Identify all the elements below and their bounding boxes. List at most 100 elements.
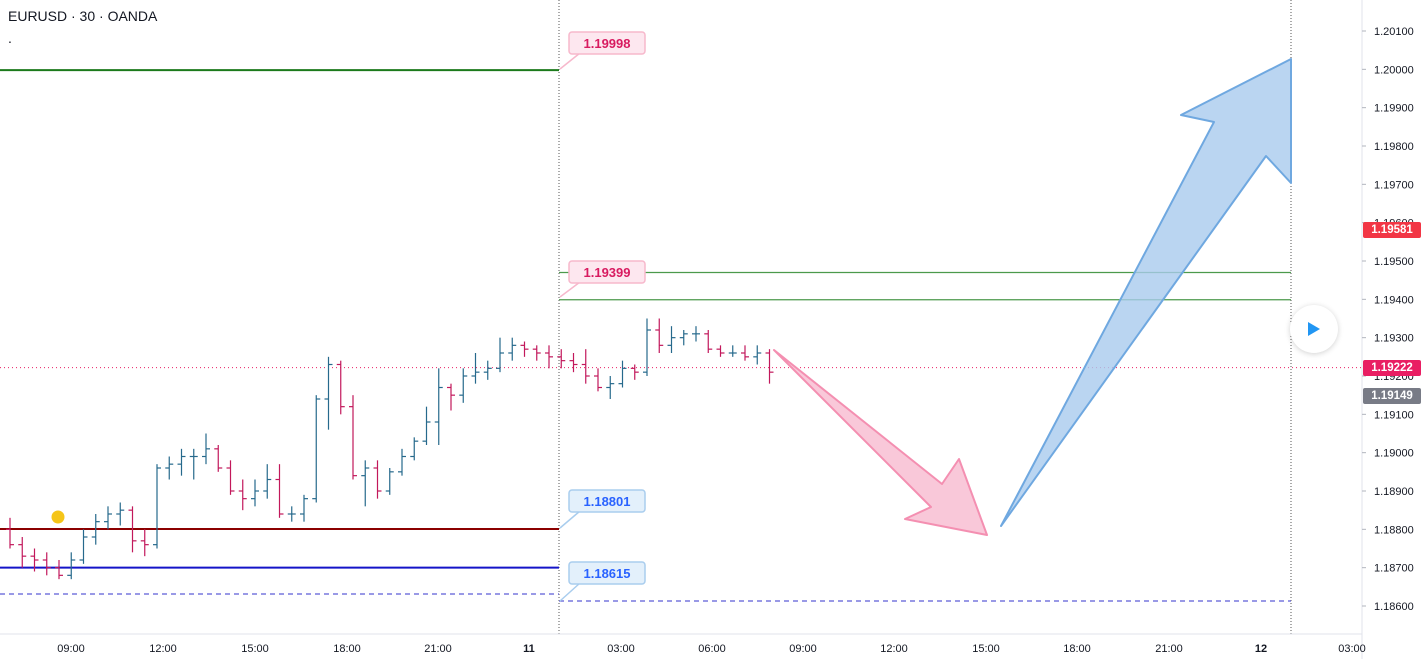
ohlc-bar bbox=[557, 349, 566, 369]
ohlc-bar bbox=[373, 460, 382, 499]
price-tick-label: 1.19400 bbox=[1374, 294, 1414, 306]
ohlc-bar bbox=[165, 456, 174, 480]
ohlc-bar bbox=[226, 460, 235, 495]
callout-pointer bbox=[559, 281, 581, 298]
ohlc-bar bbox=[643, 318, 651, 376]
price-tick-label: 1.20100 bbox=[1374, 26, 1414, 38]
ohlc-bar bbox=[55, 560, 63, 580]
callout-price-text: 1.19998 bbox=[584, 36, 631, 51]
arrow-drawings[interactable] bbox=[773, 58, 1292, 536]
ohlc-bar bbox=[692, 326, 700, 342]
ohlc-bar bbox=[287, 506, 296, 522]
ohlc-bar bbox=[765, 349, 774, 384]
ohlc-bar bbox=[655, 318, 664, 353]
ohlc-bar bbox=[177, 448, 186, 476]
price-callout[interactable]: 1.19399 bbox=[559, 260, 646, 298]
ohlc-bar bbox=[581, 349, 590, 384]
time-tick-label: 03:00 bbox=[607, 643, 635, 655]
callout-box bbox=[568, 561, 646, 585]
price-callout[interactable]: 1.19998 bbox=[559, 31, 646, 70]
bearish-arrow[interactable] bbox=[773, 349, 988, 536]
ohlc-bar bbox=[753, 345, 762, 365]
time-tick-label: 18:00 bbox=[1063, 643, 1091, 655]
ohlc-bar bbox=[30, 548, 39, 572]
ohlc-bar bbox=[300, 494, 308, 522]
time-tick-label: 12:00 bbox=[149, 643, 177, 655]
ohlc-bar bbox=[104, 506, 112, 530]
ohlc-bar bbox=[202, 433, 210, 465]
ohlc-bar bbox=[569, 353, 578, 373]
ohlc-bar bbox=[508, 337, 517, 361]
price-tick-label: 1.19000 bbox=[1374, 448, 1414, 460]
price-label-red: 1.19581 bbox=[1363, 221, 1421, 238]
price-label-pink: 1.19222 bbox=[1363, 359, 1421, 376]
price-tick-label: 1.19900 bbox=[1374, 103, 1414, 115]
symbol-title[interactable]: EURUSD · 30 · OANDA bbox=[8, 8, 158, 24]
ohlc-bar bbox=[312, 395, 321, 503]
ohlc-bar bbox=[238, 479, 247, 511]
price-tick-label: 1.19100 bbox=[1374, 409, 1414, 421]
ohlc-bar bbox=[263, 464, 272, 499]
callout-pointer bbox=[559, 52, 581, 70]
ohlc-bar bbox=[704, 330, 713, 353]
ohlc-bar bbox=[336, 360, 345, 415]
ohlc-bar bbox=[728, 345, 737, 357]
ohlc-bar bbox=[398, 448, 406, 476]
callout-box bbox=[568, 489, 646, 513]
horizontal-lines[interactable] bbox=[0, 69, 1362, 602]
price-callout[interactable]: 1.18615 bbox=[559, 561, 646, 602]
ohlc-bar bbox=[434, 368, 443, 445]
price-tick-label: 1.18700 bbox=[1374, 563, 1414, 575]
ohlc-bar bbox=[67, 552, 76, 580]
event-marker-icon bbox=[51, 510, 65, 524]
price-tick-label: 1.19500 bbox=[1374, 256, 1414, 268]
callout-price-text: 1.19399 bbox=[584, 265, 631, 280]
ohlc-bar bbox=[79, 529, 88, 564]
ohlc-bar bbox=[410, 437, 419, 461]
ohlc-bar bbox=[532, 345, 541, 361]
price-tick-label: 1.20000 bbox=[1374, 64, 1414, 76]
ohlc-bar bbox=[349, 395, 357, 480]
ohlc-bar bbox=[251, 479, 259, 507]
ohlc-bar bbox=[716, 345, 725, 357]
ohlc-bar bbox=[385, 468, 394, 495]
ohlc-bar bbox=[91, 514, 100, 545]
ohlc-bar bbox=[275, 464, 284, 518]
ohlc-bar bbox=[6, 517, 14, 549]
ohlc-bar bbox=[459, 368, 468, 403]
play-icon bbox=[1308, 322, 1320, 336]
ohlc-bar bbox=[18, 537, 27, 568]
ohlc-bar bbox=[324, 356, 333, 430]
callout-pointer bbox=[559, 582, 581, 602]
time-tick-label: 12:00 bbox=[880, 643, 908, 655]
ohlc-bar bbox=[214, 445, 223, 472]
ohlc-bar bbox=[447, 383, 455, 411]
time-tick-label: 21:00 bbox=[424, 643, 452, 655]
price-label-gray: 1.19149 bbox=[1363, 387, 1421, 404]
ohlc-bar bbox=[422, 406, 431, 445]
ohlc-bar bbox=[471, 353, 480, 384]
ohlc-bars bbox=[6, 318, 774, 580]
go-to-realtime-button[interactable] bbox=[1290, 305, 1338, 353]
price-callouts[interactable]: 1.19998 1.19399 1.18801 1.18615 bbox=[559, 31, 646, 602]
ohlc-bar bbox=[520, 341, 529, 357]
ohlc-bar bbox=[483, 360, 492, 380]
price-callout[interactable]: 1.18801 bbox=[559, 489, 646, 529]
price-tick-label: 1.18800 bbox=[1374, 524, 1414, 536]
time-tick-label: 12 bbox=[1255, 643, 1267, 655]
callout-price-text: 1.18801 bbox=[584, 494, 631, 509]
bullish-arrow[interactable] bbox=[1000, 58, 1292, 527]
price-tick-label: 1.18900 bbox=[1374, 486, 1414, 498]
ohlc-bar bbox=[594, 368, 602, 392]
price-tick-label: 1.18600 bbox=[1374, 601, 1414, 613]
time-tick-label: 11 bbox=[523, 643, 535, 655]
ohlc-bar bbox=[361, 460, 370, 507]
time-tick-label: 03:00 bbox=[1338, 643, 1366, 655]
ohlc-bar bbox=[496, 337, 504, 373]
callout-pointer bbox=[559, 510, 581, 529]
callout-price-text: 1.18615 bbox=[584, 566, 631, 581]
price-tick-label: 1.19300 bbox=[1374, 333, 1414, 345]
ohlc-bar bbox=[116, 502, 125, 526]
ohlc-bar bbox=[630, 364, 639, 380]
